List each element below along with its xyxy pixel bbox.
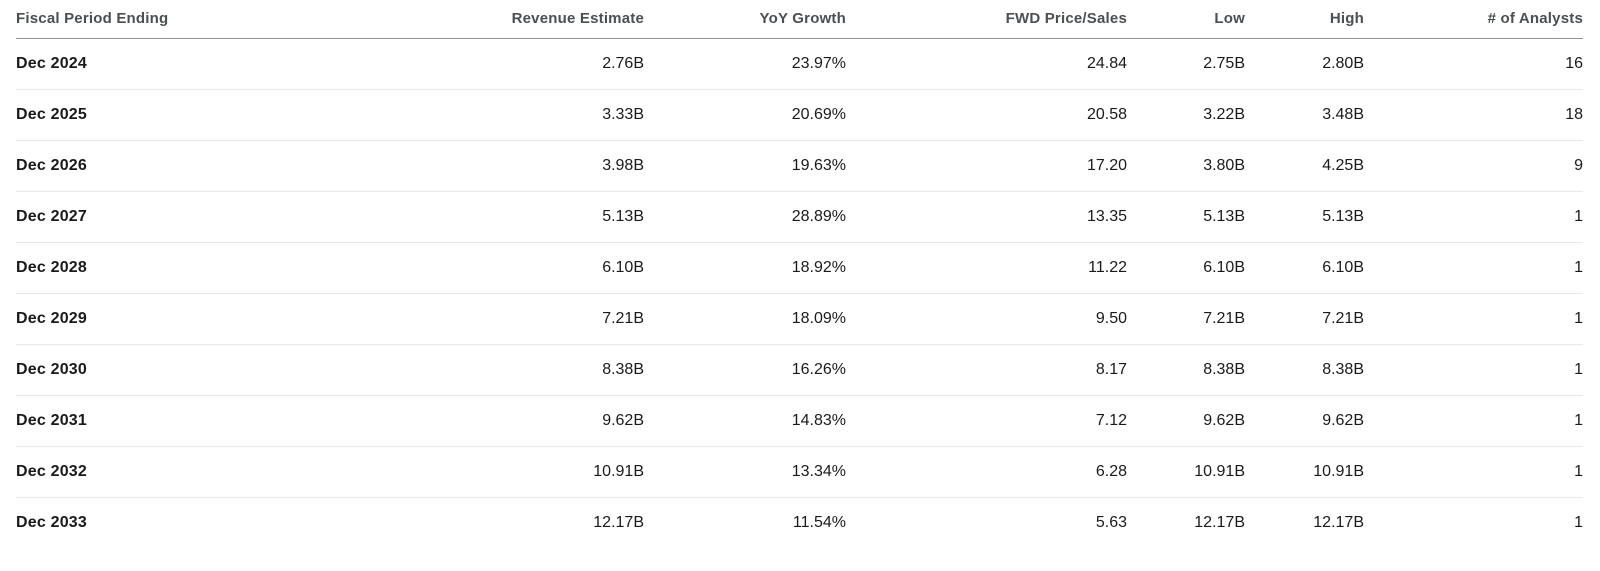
num-analysts-cell: 16 <box>1364 38 1583 90</box>
yoy-growth-cell: 13.34% <box>644 446 846 498</box>
revenue-estimate-cell: 2.76B <box>366 38 644 90</box>
column-header-num-analysts: # of Analysts <box>1364 0 1583 39</box>
table-row: Dec 2029 7.21B 18.09% 9.50 7.21B 7.21B 1 <box>16 293 1583 345</box>
fiscal-period-cell: Dec 2027 <box>16 191 366 243</box>
revenue-estimate-cell: 7.21B <box>366 293 644 345</box>
fwd-price-sales-cell: 5.63 <box>1095 513 1127 531</box>
fwd-price-sales-cell: 7.12 <box>846 395 1127 447</box>
fwd-price-sales-cell: 6.28 <box>846 446 1127 498</box>
fiscal-period-cell: Dec 2031 <box>16 395 366 447</box>
header-row: Fiscal Period Ending Revenue Estimate YoY … <box>16 0 1583 39</box>
revenue-estimate-cell: 6.10B <box>366 242 644 294</box>
high-cell: 6.10B <box>1245 242 1364 294</box>
num-analysts-cell: 1 <box>1364 242 1583 294</box>
yoy-growth-cell: 16.26% <box>644 344 846 396</box>
table-row: Dec 2025 3.33B 20.69% 20.58 3.22B 3.48B 18 <box>16 89 1583 141</box>
yoy-growth-cell: 19.63% <box>644 140 846 192</box>
yoy-growth-cell: 14.83% <box>644 395 846 447</box>
num-analysts-cell: 1 <box>1574 513 1583 531</box>
column-header-revenue-estimate: Revenue Estimate <box>366 0 644 39</box>
fwd-price-sales-cell: 11.22 <box>846 242 1127 294</box>
yoy-growth-cell: 28.89% <box>644 191 846 243</box>
high-cell: 7.21B <box>1245 293 1364 345</box>
high-cell: 2.80B <box>1245 38 1364 90</box>
table-row: Dec 2026 3.98B 19.63% 17.20 3.80B 4.25B 9 <box>16 140 1583 192</box>
yoy-growth-cell: 18.92% <box>644 242 846 294</box>
yoy-growth-cell: 11.54% <box>792 513 846 531</box>
table-row: Dec 2028 6.10B 18.92% 11.22 6.10B 6.10B 1 <box>16 242 1583 294</box>
low-cell: 7.21B <box>1127 293 1245 345</box>
revenue-estimate-cell: 8.38B <box>366 344 644 396</box>
high-cell: 9.62B <box>1245 395 1364 447</box>
revenue-estimate-cell: 9.62B <box>366 395 644 447</box>
low-cell: 2.75B <box>1127 38 1245 90</box>
low-cell: 9.62B <box>1127 395 1245 447</box>
column-header-fwd-price-sales: FWD Price/Sales <box>846 0 1127 39</box>
table-body: Dec 2024 2.76B 23.97% 24.84 2.75B 2.80B 16 Dec … <box>16 38 1583 548</box>
table-row: Dec 2030 8.38B 16.26% 8.17 8.38B 8.38B 1 <box>16 344 1583 396</box>
revenue-estimates-table: Fiscal Period Ending Revenue Estimate YoY … <box>16 0 1583 548</box>
revenue-estimate-cell: 10.91B <box>366 446 644 498</box>
fiscal-period-cell: Dec 2030 <box>16 344 366 396</box>
table-row: Dec 2032 10.91B 13.34% 6.28 10.91B 10.91B 1 <box>16 446 1583 498</box>
yoy-growth-cell: 23.97% <box>644 38 846 90</box>
low-cell: 3.22B <box>1127 89 1245 141</box>
num-analysts-cell: 18 <box>1364 89 1583 141</box>
high-cell: 12.17B <box>1313 513 1364 531</box>
fiscal-period-cell: Dec 2025 <box>16 89 366 141</box>
revenue-estimate-cell: 3.98B <box>366 140 644 192</box>
revenue-estimate-cell: 3.33B <box>366 89 644 141</box>
column-header-high: High <box>1245 0 1364 39</box>
table-header: Fiscal Period Ending Revenue Estimate YoY … <box>16 0 1583 39</box>
num-analysts-cell: 1 <box>1364 344 1583 396</box>
fwd-price-sales-cell: 9.50 <box>846 293 1127 345</box>
fiscal-period-cell: Dec 2029 <box>16 293 366 345</box>
low-cell: 3.80B <box>1127 140 1245 192</box>
low-cell: 5.13B <box>1127 191 1245 243</box>
table-row: Dec 2033 12.17B 11.54% 5.63 12.17B 12.17B 1 <box>16 497 1583 548</box>
fwd-price-sales-cell: 24.84 <box>846 38 1127 90</box>
low-cell: 10.91B <box>1127 446 1245 498</box>
fiscal-period-cell: Dec 2024 <box>16 38 366 90</box>
fiscal-period-cell: Dec 2028 <box>16 242 366 294</box>
table-row: Dec 2027 5.13B 28.89% 13.35 5.13B 5.13B 1 <box>16 191 1583 243</box>
high-cell: 5.13B <box>1245 191 1364 243</box>
table-row: Dec 2031 9.62B 14.83% 7.12 9.62B 9.62B 1 <box>16 395 1583 447</box>
fiscal-period-cell: Dec 2026 <box>16 140 366 192</box>
column-header-fiscal-period-ending: Fiscal Period Ending <box>16 0 366 39</box>
fwd-price-sales-cell: 8.17 <box>846 344 1127 396</box>
column-header-yoy-growth: YoY Growth <box>644 0 846 39</box>
num-analysts-cell: 1 <box>1364 446 1583 498</box>
num-analysts-cell: 1 <box>1364 395 1583 447</box>
num-analysts-cell: 1 <box>1364 191 1583 243</box>
yoy-growth-cell: 18.09% <box>644 293 846 345</box>
table-row: Dec 2024 2.76B 23.97% 24.84 2.75B 2.80B 16 <box>16 38 1583 90</box>
high-cell: 3.48B <box>1245 89 1364 141</box>
revenue-estimate-cell: 12.17B <box>593 513 644 531</box>
fwd-price-sales-cell: 13.35 <box>846 191 1127 243</box>
fwd-price-sales-cell: 20.58 <box>846 89 1127 141</box>
low-cell: 8.38B <box>1127 344 1245 396</box>
high-cell: 4.25B <box>1245 140 1364 192</box>
high-cell: 10.91B <box>1245 446 1364 498</box>
fiscal-period-cell: Dec 2032 <box>16 446 366 498</box>
column-header-low: Low <box>1127 0 1245 39</box>
num-analysts-cell: 9 <box>1364 140 1583 192</box>
low-cell: 12.17B <box>1194 513 1245 531</box>
fiscal-period-cell: Dec 2033 <box>16 513 87 531</box>
high-cell: 8.38B <box>1245 344 1364 396</box>
num-analysts-cell: 1 <box>1364 293 1583 345</box>
yoy-growth-cell: 20.69% <box>644 89 846 141</box>
fwd-price-sales-cell: 17.20 <box>846 140 1127 192</box>
revenue-estimate-cell: 5.13B <box>366 191 644 243</box>
low-cell: 6.10B <box>1127 242 1245 294</box>
